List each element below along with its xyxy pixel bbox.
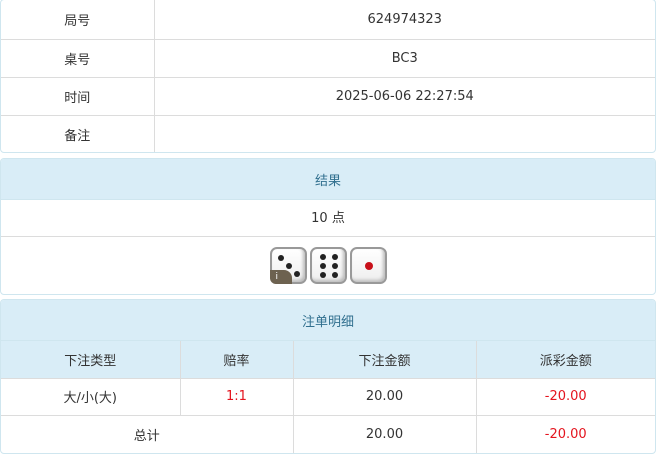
- result-panel: 结果 10 点 i: [0, 158, 656, 295]
- bets-header-row: 下注类型 赔率 下注金额 派彩金额: [1, 341, 655, 379]
- info-panel: 局号 624974323 桌号 BC3 时间 2025-06-06 22:27:54 …: [0, 0, 656, 153]
- result-points: 10 点: [1, 200, 655, 237]
- label-remark: 备注: [1, 114, 155, 152]
- bets-panel: 注单明细 下注类型 赔率 下注金额 派彩金额 大/小(大) 1:1 20.00 …: [0, 299, 656, 454]
- bets-title: 注单明细: [1, 300, 655, 341]
- value-remark: [153, 114, 655, 152]
- result-title: 结果: [1, 159, 655, 200]
- col-amount: 下注金额: [292, 341, 477, 379]
- value-table: BC3: [153, 38, 655, 78]
- table-row: 大/小(大) 1:1 20.00 -20.00: [1, 377, 655, 416]
- die-6-icon: [309, 246, 347, 284]
- bet-payout: -20.00: [475, 377, 655, 416]
- table-row: 局号 624974323: [1, 0, 655, 40]
- label-round: 局号: [1, 0, 155, 40]
- total-amount: 20.00: [292, 414, 477, 453]
- bet-odds: 1:1: [179, 377, 294, 416]
- table-row: 桌号 BC3: [1, 38, 655, 78]
- die-1-icon: [349, 246, 387, 284]
- dice-row: i: [1, 237, 655, 293]
- value-time: 2025-06-06 22:27:54: [153, 76, 655, 116]
- total-payout: -20.00: [475, 414, 655, 453]
- col-odds: 赔率: [179, 341, 294, 379]
- table-row: 时间 2025-06-06 22:27:54: [1, 76, 655, 116]
- die-3-icon[interactable]: i: [269, 246, 307, 284]
- bet-amount: 20.00: [292, 377, 477, 416]
- label-table: 桌号: [1, 38, 155, 78]
- col-type: 下注类型: [1, 341, 181, 379]
- table-row: 备注: [1, 114, 655, 152]
- info-badge-icon[interactable]: i: [269, 269, 292, 284]
- col-payout: 派彩金额: [475, 341, 655, 379]
- bet-type: 大/小(大): [1, 377, 181, 416]
- total-row: 总计 20.00 -20.00: [1, 414, 655, 453]
- value-round: 624974323: [153, 0, 655, 40]
- total-label: 总计: [1, 414, 294, 453]
- label-time: 时间: [1, 76, 155, 116]
